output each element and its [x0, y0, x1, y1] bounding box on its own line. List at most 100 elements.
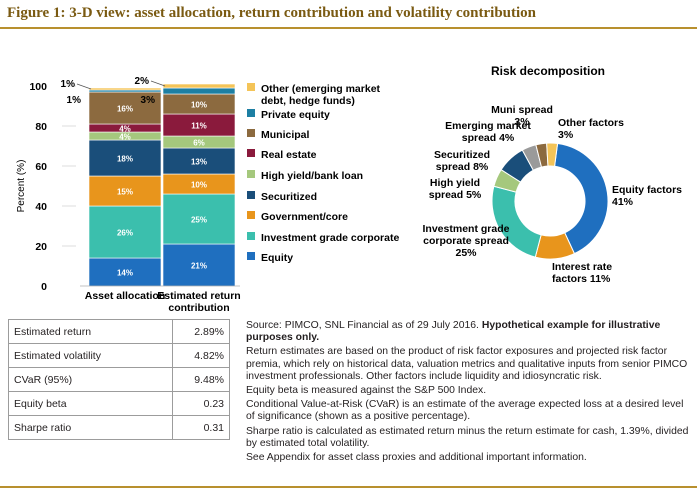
bar-callout-leader [150, 80, 166, 87]
bar-callout-label: 1% [61, 79, 76, 90]
bar-value-label: 10% [191, 101, 207, 110]
stats-label: Equity beta [8, 391, 173, 416]
pie-slice-label: Interest rate [552, 261, 612, 273]
bar-value-label: 26% [117, 229, 133, 238]
legend-label: Investment grade corporate [261, 232, 399, 244]
bar-segment [162, 87, 236, 95]
stats-label: Sharpe ratio [8, 415, 173, 440]
bar-segment [162, 243, 236, 287]
stats-label: CVaR (95%) [8, 367, 173, 392]
bar-value-label: 11% [191, 122, 207, 131]
legend-swatch [247, 109, 255, 117]
pie-slice-label: Emerging market [445, 120, 531, 132]
x-category-label: contribution [168, 302, 229, 314]
legend-label: debt, hedge funds) [261, 95, 355, 107]
note-4: Sharpe ratio is calculated as estimated … [246, 425, 689, 449]
bar-segment [162, 83, 236, 89]
y-tick-label: 20 [35, 241, 47, 253]
pie-slice-label: High yield [430, 177, 480, 189]
stats-value: 4.82% [172, 343, 230, 368]
bar-segment [88, 87, 162, 91]
bar-callout-label: 1% [67, 95, 82, 106]
legend-label: High yield/bank loan [261, 170, 363, 182]
stats-row: Estimated return 2.89% [8, 319, 230, 344]
pie-slice-label: 3% [514, 116, 530, 128]
stats-row: CVaR (95%) 9.48% [8, 367, 230, 392]
legend-label: Securitized [261, 191, 317, 203]
stats-value: 2.89% [172, 319, 230, 344]
bar-value-label: 25% [191, 216, 207, 225]
legend-swatch [247, 83, 255, 91]
y-tick-label: 80 [35, 121, 47, 133]
figure-title: Figure 1: 3-D view: asset allocation, re… [7, 5, 537, 21]
pie-slice-label: 41% [612, 196, 634, 208]
bar-segment [88, 91, 162, 125]
chart-canvas: Percent (%) 0 20 40 60 80 100 14% 26% 15% 18% 4%4% 1… [16, 64, 682, 314]
legend-label: Other (emerging market [261, 83, 381, 95]
pie-slice-label: 3% [558, 129, 574, 141]
pie-slice-label: Muni spread [491, 104, 553, 116]
pie-slice-label: Investment grade [423, 223, 510, 235]
pie-title: Risk decomposition [491, 64, 605, 78]
stats-row: Estimated volatility 4.82% [8, 343, 230, 368]
bar-value-label: 18% [117, 155, 133, 164]
legend-swatch [247, 232, 255, 240]
stats-value: 9.48% [172, 367, 230, 392]
legend-label: Real estate [261, 149, 317, 161]
x-category-label: Estimated return [157, 290, 240, 302]
legend-swatch [247, 211, 255, 219]
stats-row: Equity beta 0.23 [8, 391, 230, 416]
title-rule [0, 27, 697, 29]
pie-slice-label: corporate spread [423, 235, 509, 247]
y-tick-label: 60 [35, 161, 47, 173]
bar-value-label: 13% [191, 158, 207, 167]
bar-value-label: 21% [191, 262, 207, 271]
legend-label: Government/core [261, 211, 348, 223]
pie-slice-label: Equity factors [612, 184, 682, 196]
source-note: Source: PIMCO, SNL Financial as of 29 Ju… [246, 320, 661, 344]
bar-callout-label: 3% [141, 95, 156, 106]
y-tick-label: 40 [35, 201, 47, 213]
stats-value: 0.23 [172, 391, 230, 416]
notes: Source: PIMCO, SNL Financial as of 29 Ju… [246, 320, 691, 466]
stats-table: Estimated return 2.89% Estimated volatilit… [8, 319, 230, 440]
bottom-rule [0, 486, 697, 488]
y-tick-label: 0 [41, 281, 47, 293]
y-tick-label: 100 [29, 81, 47, 93]
legend-swatch [247, 170, 255, 178]
bar-segment [88, 175, 162, 207]
bar-callout-leader [76, 83, 92, 90]
bar-segment [162, 147, 236, 175]
legend-swatch [247, 129, 255, 137]
pie-slice-label: Other factors [558, 117, 624, 129]
pie-slice [546, 142, 559, 167]
note-2: Equity beta is measured against the S&P … [246, 385, 487, 397]
legend-swatch [247, 191, 255, 199]
bar-segment [88, 139, 162, 177]
bar-segment [88, 89, 162, 93]
stats-row: Sharpe ratio 0.31 [8, 415, 230, 440]
bar-value-label: 10% [191, 181, 207, 190]
bar-value-label: 4% [119, 125, 131, 134]
note-1: Return estimates are based on the produc… [246, 346, 688, 382]
pie-slice-label: Securitized [434, 149, 490, 161]
pie-slice-label: spread 4% [462, 132, 515, 144]
bar-value-label: 16% [117, 105, 133, 114]
x-category-label: Asset allocation [85, 290, 166, 302]
pie-slice-label: 25% [455, 247, 477, 259]
legend-label: Private equity [261, 109, 330, 121]
note-3: Conditional Value-at-Risk (CVaR) is an e… [246, 399, 684, 423]
pie-slice-label: spread 5% [429, 189, 482, 201]
pie-slice-label: factors 11% [552, 273, 611, 285]
bar-value-label: 6% [193, 139, 205, 148]
note-5: See Appendix for asset class proxies and… [246, 452, 587, 464]
bar-segment [88, 205, 162, 259]
legend-label: Municipal [261, 129, 310, 141]
bar-value-label: 15% [117, 188, 133, 197]
pie-slice-label: spread 8% [436, 161, 489, 173]
bar-value-label: 4% [119, 133, 131, 142]
pie-slice [554, 142, 609, 255]
legend-swatch [247, 252, 255, 260]
legend-label: Equity [261, 252, 293, 264]
bar-value-label: 14% [117, 269, 133, 278]
